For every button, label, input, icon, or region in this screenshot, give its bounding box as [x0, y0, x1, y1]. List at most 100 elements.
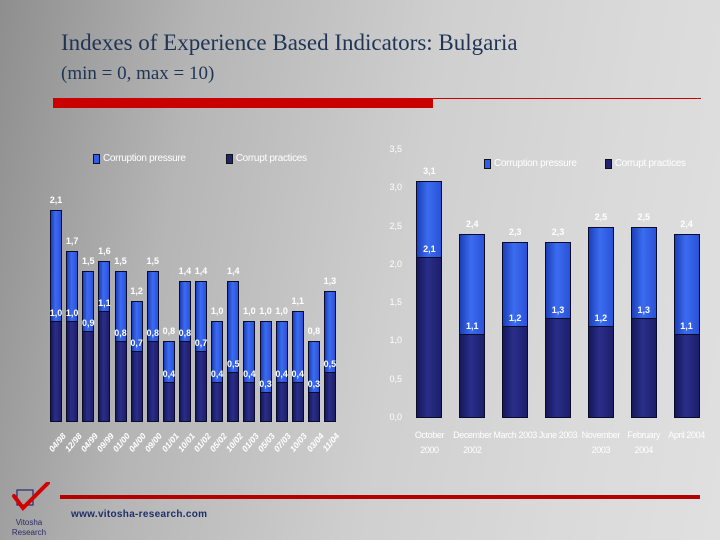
value-label-practices: 1,2	[594, 313, 608, 324]
bar-corrupt-practices	[162, 381, 175, 422]
checkmark-logo-icon	[12, 482, 50, 512]
bar-group: 3,1 2,1	[416, 150, 443, 418]
bar-corrupt-practices	[323, 371, 336, 422]
value-label-pressure: 2,3	[508, 226, 522, 237]
bar-corrupt-practices	[243, 381, 256, 422]
y-axis-tick: 3,5	[389, 144, 402, 154]
bar-group: 2,4 1,1	[673, 150, 700, 418]
bar-corrupt-practices	[227, 371, 240, 422]
value-label-pressure: 1,2	[130, 285, 143, 296]
legend-swatch-dark	[225, 153, 233, 164]
x-axis-label: 01/03	[239, 431, 262, 454]
value-label-practices: 0,4	[243, 368, 256, 379]
x-axis-label: November 2003	[581, 430, 621, 455]
y-axis-tick: 0,5	[389, 373, 402, 384]
legend-item-practices: Corrupt practices	[604, 158, 686, 169]
footer-url-link[interactable]: www.vitosha-research.com	[71, 509, 208, 520]
logo-text-line2: Research	[11, 528, 47, 537]
bar-group: 1,0 0,4	[275, 190, 288, 422]
legend-swatch-light	[484, 158, 491, 169]
value-label-pressure: 2,5	[594, 211, 608, 222]
bar-group: 0,8 0,3	[308, 190, 320, 422]
chart-right: Corruption pressure Corrupt practices 3,…	[380, 140, 710, 470]
x-axis-label: 12/98	[62, 431, 84, 454]
x-axis-label: December 2002	[453, 430, 492, 455]
x-axis-label: 04/98	[46, 431, 68, 454]
value-label-practices: 0,9	[82, 318, 95, 329]
value-label-pressure: 2,3	[551, 226, 565, 237]
chart-left-legend: Corruption pressure Corrupt practices	[93, 153, 307, 164]
y-axis-tick: 1,5	[389, 297, 402, 308]
value-label-pressure: 1,1	[291, 296, 304, 307]
bar-group: 1,2 0,7	[130, 190, 143, 422]
value-label-pressure: 1,3	[323, 275, 337, 286]
y-axis-tick: 2,5	[389, 220, 402, 231]
value-label-pressure: 0,8	[162, 326, 176, 337]
value-label-pressure: 3,1	[423, 165, 436, 176]
value-label-practices: 1,0	[65, 308, 79, 319]
bar-group: 2,1 1,0	[50, 190, 62, 422]
bar-group: 2,4 1,1	[459, 150, 486, 418]
bar-group: 2,5 1,3	[630, 150, 657, 418]
value-label-pressure: 0,8	[307, 326, 321, 337]
value-label-practices: 0,8	[114, 328, 127, 339]
bar-corrupt-practices	[82, 331, 95, 422]
x-axis-label: 09/99	[94, 431, 117, 454]
bar-corrupt-practices	[502, 326, 529, 418]
value-label-pressure: 1,5	[82, 255, 95, 266]
value-label-pressure: 2,4	[466, 219, 479, 230]
x-axis-label: 11/04	[320, 431, 342, 454]
value-label-practices: 0,8	[178, 328, 192, 339]
x-axis-label: February 2004	[627, 430, 661, 455]
y-axis-tick: 2,0	[389, 258, 402, 269]
value-label-pressure: 2,4	[680, 219, 693, 230]
bar-corrupt-practices	[291, 381, 304, 422]
x-axis-label: 01/01	[159, 431, 181, 454]
legend-item-pressure: Corruption pressure	[93, 153, 186, 164]
x-axis-label: March 2003	[493, 430, 537, 440]
chart-right-plot: 3,1 2,1 2,4 1,1 2,3 1,2 2,3 1,3 2,5 1,2 2,5 1,3 2,4 1…	[408, 150, 708, 418]
value-label-practices: 1,1	[98, 298, 111, 309]
bar-corrupt-practices	[66, 321, 79, 422]
bar-corrupt-practices	[50, 321, 63, 422]
bar-group: 1,5 0,8	[146, 190, 159, 422]
x-axis-label: 10/03	[288, 431, 310, 454]
bar-group: 1,6 1,1	[98, 190, 111, 422]
value-label-pressure: 2,1	[49, 195, 63, 206]
x-axis-label: 09/00	[143, 431, 165, 454]
legend-label: Corruption pressure	[494, 158, 577, 169]
chart-right-yaxis: 3,5 3,0 2,5 2,0 1,5 1,0 0,5 0,0	[380, 140, 402, 430]
legend-swatch-dark	[604, 158, 612, 169]
value-label-practices: 0,4	[275, 368, 288, 379]
footer-rule	[60, 495, 700, 499]
value-label-practices: 0,7	[194, 338, 208, 349]
y-axis-tick: 1,0	[389, 335, 402, 346]
legend-label: Corrupt practices	[614, 158, 686, 169]
bar-group: 1,0 0,4	[211, 190, 223, 422]
title-rule-thick	[53, 98, 433, 108]
legend-swatch-light	[93, 153, 100, 164]
bar-group: 2,3 1,2	[502, 150, 529, 418]
chart-right-legend: Corruption pressure Corrupt practices	[484, 158, 686, 169]
title-rule-thin	[433, 98, 701, 99]
value-label-pressure: 1,6	[98, 245, 111, 256]
bar-group: 1,5 0,8	[114, 190, 127, 422]
bar-corrupt-practices	[195, 351, 208, 422]
bar-corrupt-practices	[275, 381, 288, 422]
y-axis-tick: 0,0	[389, 412, 402, 422]
value-label-pressure: 2,5	[637, 211, 650, 222]
bar-group: 1,1 0,4	[291, 190, 304, 422]
bar-group: 1,4 0,7	[195, 190, 207, 422]
bar-corrupt-practices	[98, 311, 111, 422]
x-axis-label: October 2000	[414, 430, 445, 455]
bar-group: 1,4 0,5	[227, 190, 240, 422]
bar-corrupt-practices	[545, 318, 571, 418]
x-axis-label: 05/02	[207, 431, 229, 454]
bar-group: 1,0 0,4	[243, 190, 256, 422]
bar-corrupt-practices	[416, 257, 443, 418]
value-label-pressure: 1,4	[194, 265, 208, 276]
slide-subtitle: (min = 0, max = 10)	[61, 63, 215, 84]
value-label-practices: 2,1	[423, 244, 436, 255]
value-label-pressure: 1,5	[114, 255, 127, 266]
bar-corrupt-practices	[130, 351, 143, 422]
